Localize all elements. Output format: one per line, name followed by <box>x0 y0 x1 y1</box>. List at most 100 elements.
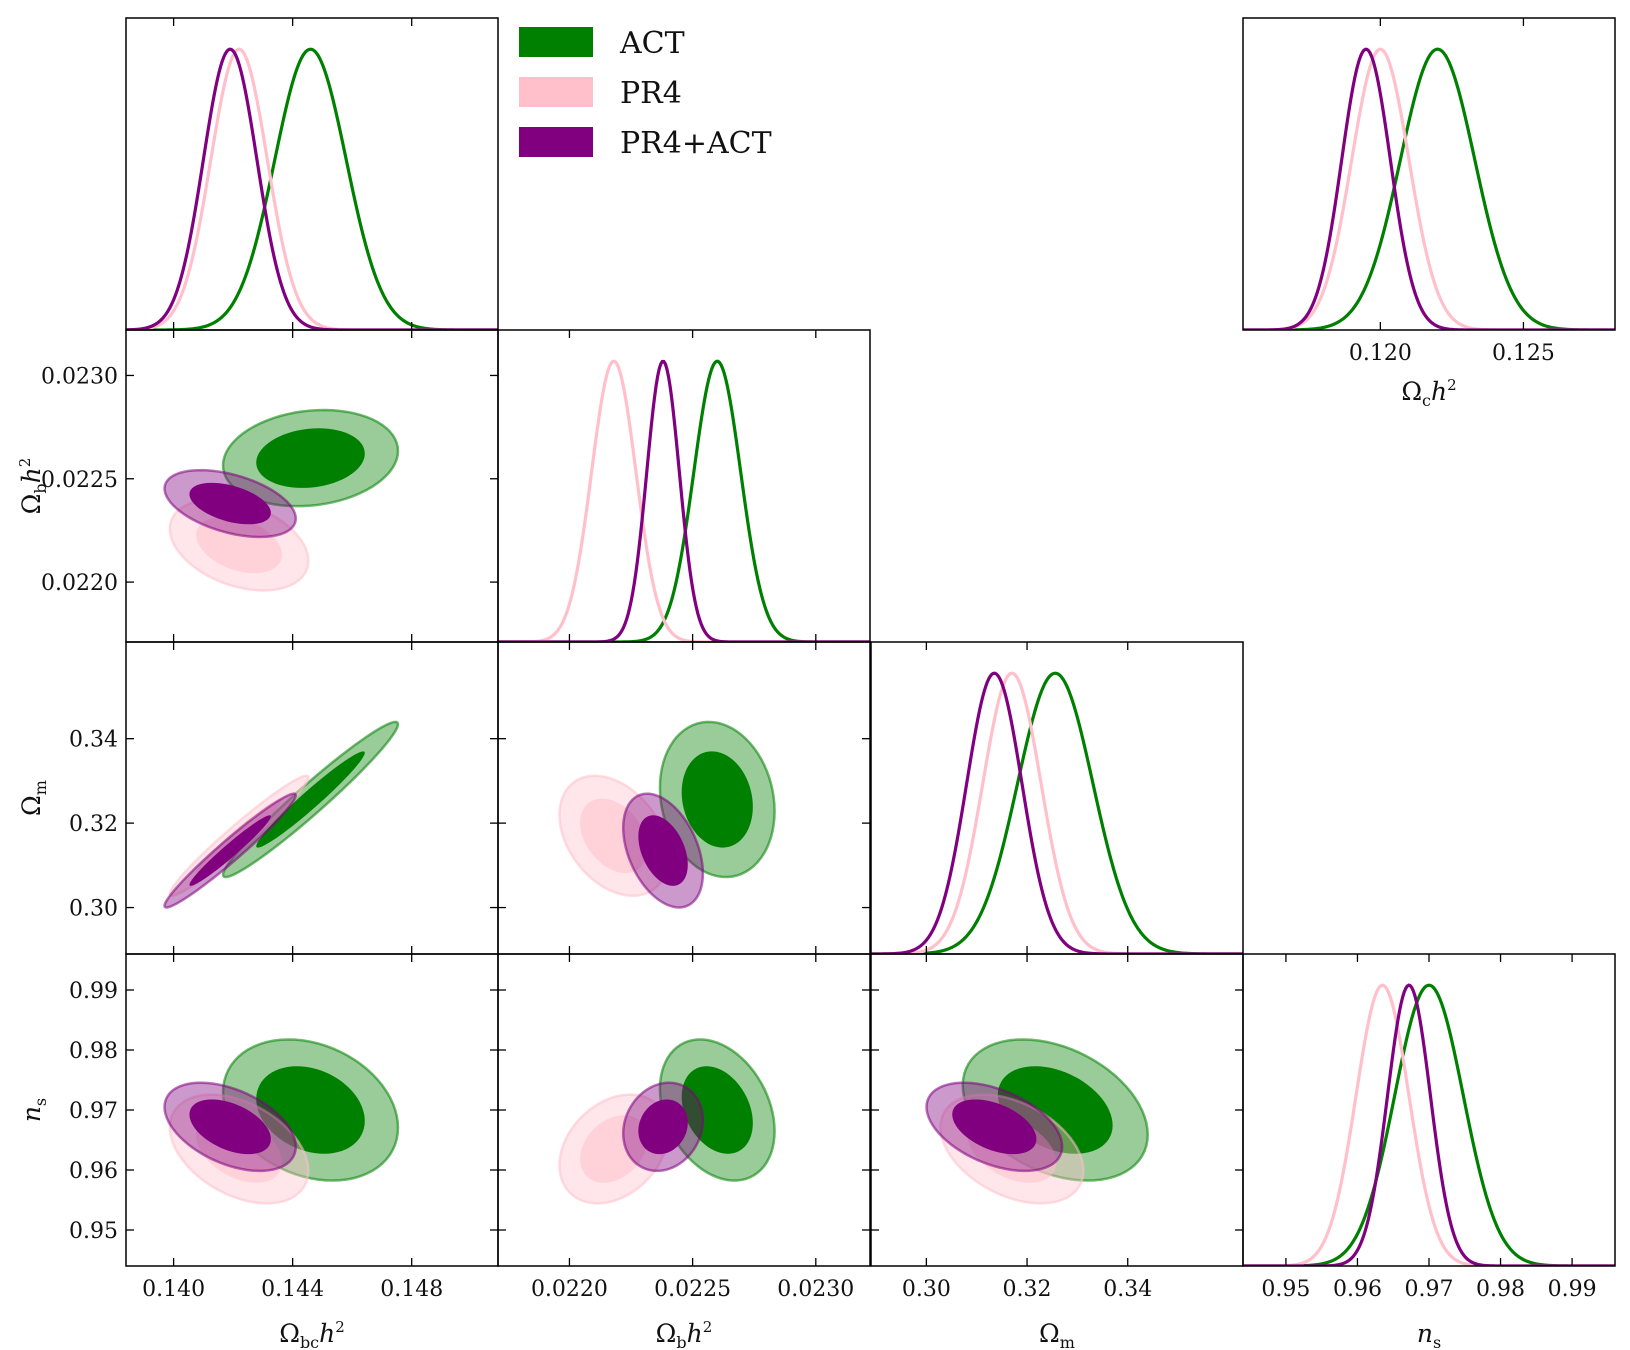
density-curve-pr4act-oc <box>1243 47 1615 330</box>
x-axis-label-ob: Ωbh2 <box>656 1318 713 1350</box>
x-tick-label-00225: 0.0225 <box>654 1277 731 1302</box>
panel-obc-obc <box>125 17 499 331</box>
panel-ticks <box>498 642 870 954</box>
panel-frame <box>1242 17 1616 331</box>
panel-obc-ob: 0.0220 0.0225 0.0230 <box>41 329 499 643</box>
x-tick-label-00230: 0.0230 <box>777 1277 854 1302</box>
density-curve-pr4-ns <box>1243 983 1615 1266</box>
panel-ticks: 0.140 0.144 0.148 0.95 0.96 0.97 0.98 0.99 <box>69 954 498 1302</box>
panel-ticks: 0.120 0.125 <box>1349 18 1555 366</box>
panel-obc-om: 0.30 0.32 0.34 <box>69 641 499 955</box>
x-tick-label-098: 0.98 <box>1476 1277 1525 1302</box>
panel-om-ns: 0.30 0.32 0.34 <box>870 953 1244 1302</box>
contour-68-pr4-ob-om <box>580 798 648 874</box>
legend-swatch-pr4 <box>519 77 593 107</box>
panel-body <box>163 720 400 909</box>
panel-ob-ob <box>497 329 871 643</box>
panel-inset-oc: 0.120 0.125 Ωch2 <box>1242 17 1616 410</box>
panel-ticks <box>925 642 1129 954</box>
legend-label-pr4: PR4 <box>620 76 682 111</box>
density-curve-act-ob <box>498 359 870 642</box>
x-tick-label-0148: 0.148 <box>380 1277 443 1302</box>
panel-body <box>163 408 400 592</box>
density-curve-pr4act-obc <box>126 47 498 330</box>
y-tick-label-098: 0.98 <box>69 1039 118 1064</box>
y-tick-label-030: 0.30 <box>69 897 118 922</box>
panel-obc-ns: 0.140 0.144 0.148 0.95 0.96 0.97 0.98 0.99 <box>69 953 499 1302</box>
density-curve-act-oc <box>1243 47 1615 330</box>
panel-ticks: 0.95 0.96 0.97 0.98 0.99 <box>1261 954 1597 1302</box>
density-curve-pr4act-ns <box>1243 983 1615 1266</box>
x-tick-label-0120: 0.120 <box>1349 341 1412 366</box>
panel-body <box>1243 983 1615 1266</box>
panel-frame <box>1242 953 1616 1267</box>
y-tick-label-00225: 0.0225 <box>41 468 118 493</box>
density-curve-act-ns <box>1243 983 1615 1266</box>
x-tick-label-034: 0.34 <box>1103 1277 1152 1302</box>
panel-body <box>126 47 498 330</box>
x-tick-label-097: 0.97 <box>1405 1277 1454 1302</box>
y-tick-label-097: 0.97 <box>69 1099 118 1124</box>
y-tick-label-032: 0.32 <box>69 812 118 837</box>
contour-68-act-ob-ns <box>681 1066 753 1154</box>
x-tick-label-0144: 0.144 <box>261 1277 324 1302</box>
contour-68-pr4act-om-ns <box>952 1099 1037 1155</box>
panel-body <box>1243 47 1615 330</box>
y-tick-label-00220: 0.0220 <box>41 571 118 596</box>
panel-body <box>558 1038 776 1205</box>
contour-68-pr4act-obc-om <box>189 815 271 886</box>
panel-frame <box>870 641 1244 955</box>
density-curve-pr4-oc <box>1243 47 1615 330</box>
panel-ns-ns: 0.95 0.96 0.97 0.98 0.99 <box>1242 953 1616 1302</box>
x-tick-label-096: 0.96 <box>1333 1277 1382 1302</box>
legend-label-act: ACT <box>619 26 685 61</box>
panel-ticks: 0.0220 0.0225 0.0230 <box>41 330 498 642</box>
y-tick-label-096: 0.96 <box>69 1159 118 1184</box>
panel-body <box>163 1038 400 1205</box>
y-axis-label-om: Ωm <box>17 780 50 816</box>
x-tick-label-0140: 0.140 <box>142 1277 205 1302</box>
y-tick-label-099: 0.99 <box>69 979 118 1004</box>
x-tick-label-032: 0.32 <box>1003 1277 1052 1302</box>
legend-swatch-act <box>519 27 593 57</box>
inset-x-axis-label: Ωch2 <box>1401 376 1456 410</box>
density-curve-pr4-ob <box>498 359 870 642</box>
x-axis-label-om: Ωm <box>1039 1319 1075 1350</box>
panel-ticks <box>172 18 413 330</box>
panel-ob-ns: 0.0220 0.0225 0.0230 <box>497 953 871 1302</box>
x-tick-label-099: 0.99 <box>1548 1277 1597 1302</box>
panel-body <box>558 720 776 909</box>
y-axis-label-ns: ns <box>17 1098 50 1122</box>
panel-body <box>925 1038 1149 1205</box>
contour-68-act-obc-om <box>256 751 365 848</box>
legend: ACT PR4 PR4+ACT <box>519 26 772 161</box>
x-tick-label-00220: 0.0220 <box>531 1277 608 1302</box>
x-tick-label-095: 0.95 <box>1261 1277 1310 1302</box>
panel-ob-om <box>497 641 871 955</box>
density-curve-pr4-obc <box>126 47 498 330</box>
panel-frame <box>497 329 871 643</box>
y-tick-label-034: 0.34 <box>69 728 118 753</box>
contour-68-pr4act-obc-ob <box>189 482 271 525</box>
y-axis-label-ob: Ωbh2 <box>16 458 50 515</box>
panel-body <box>498 359 870 642</box>
contour-68-pr4-ob-ns <box>580 1115 648 1183</box>
density-curve-act-obc <box>126 47 498 330</box>
legend-label-pr4act: PR4+ACT <box>620 126 772 161</box>
panel-body <box>871 671 1243 954</box>
contour-68-pr4act-ob-ns <box>638 1099 688 1155</box>
legend-swatch-pr4act <box>519 127 593 157</box>
contour-68-act-obc-ns <box>256 1066 365 1154</box>
contour-68-act-obc-ob <box>256 428 365 488</box>
x-axis-label-ns: ns <box>1417 1319 1441 1350</box>
x-tick-label-0125: 0.125 <box>1492 341 1555 366</box>
panel-ticks: 0.30 0.32 0.34 <box>69 642 498 954</box>
panel-ticks: 0.30 0.32 0.34 <box>871 954 1243 1302</box>
density-curve-pr4act-om <box>871 671 1243 954</box>
panel-frame <box>497 953 871 1267</box>
x-tick-label-030: 0.30 <box>902 1277 951 1302</box>
contour-68-act-ob-om <box>681 751 753 848</box>
panel-ticks <box>568 330 817 642</box>
density-curve-pr4-om <box>871 671 1243 954</box>
